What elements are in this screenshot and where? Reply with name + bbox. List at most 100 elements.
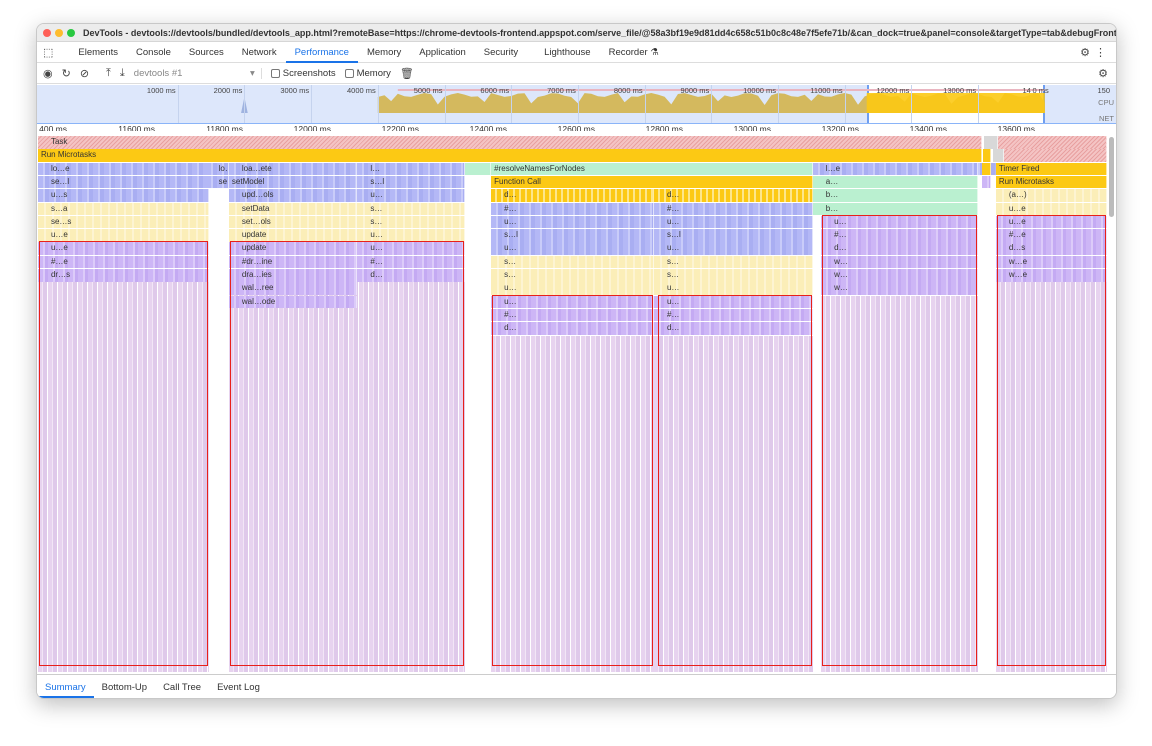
flame-event[interactable]: d… — [653, 322, 813, 335]
flame-event[interactable]: u… — [357, 242, 466, 255]
flame-event[interactable]: d… — [653, 189, 813, 202]
flame-event[interactable]: wal…ode — [228, 295, 358, 309]
flame-event[interactable]: loa…ete — [228, 162, 358, 176]
flame-event[interactable]: d… — [491, 322, 654, 335]
flame-event[interactable]: u…e — [37, 242, 210, 255]
flame-event[interactable]: u…e — [995, 202, 1108, 215]
memory-checkbox[interactable]: Memory — [344, 68, 391, 79]
flame-event[interactable]: s…l — [357, 175, 466, 189]
deep-call-stack[interactable] — [491, 335, 654, 672]
flame-event[interactable]: u… — [653, 242, 813, 255]
flame-event[interactable]: w… — [821, 269, 978, 282]
flame-event[interactable]: s… — [491, 269, 654, 282]
flame-event[interactable]: #… — [821, 229, 978, 242]
maximize-window-button[interactable] — [67, 28, 75, 37]
flame-event[interactable]: Task — [37, 136, 983, 149]
flame-event[interactable] — [465, 162, 492, 176]
flame-event[interactable]: set…ols — [228, 215, 358, 229]
flame-event[interactable]: update — [228, 229, 358, 242]
flame-event[interactable]: #… — [653, 308, 813, 322]
flame-event[interactable]: dra…ies — [228, 269, 358, 282]
flame-event[interactable]: Run Microtasks — [995, 175, 1108, 189]
flame-event[interactable]: s… — [491, 255, 654, 269]
tab-sources[interactable]: Sources — [188, 46, 224, 58]
trash-icon[interactable]: 🗑 — [399, 67, 414, 80]
flame-event[interactable]: a… — [812, 175, 978, 189]
flame-event[interactable]: d… — [357, 269, 466, 282]
deep-call-stack[interactable] — [653, 335, 813, 672]
flame-event[interactable]: d…s — [995, 242, 1108, 255]
flame-event[interactable]: u… — [357, 229, 466, 242]
tab-summary[interactable]: Summary — [37, 678, 94, 698]
timeline-overview[interactable]: CPU NET 1000 ms 2000 ms 3000 ms 4000 ms 5000… — [37, 85, 1116, 123]
record-icon[interactable]: ◉ — [43, 67, 53, 80]
flame-event[interactable]: u…e — [37, 229, 210, 242]
flame-event[interactable]: b… — [812, 189, 978, 202]
flame-scrollbar[interactable] — [1109, 137, 1114, 217]
flame-event[interactable]: s…l — [653, 229, 813, 242]
flame-event[interactable]: #… — [491, 202, 654, 215]
flame-event[interactable]: u… — [357, 189, 466, 202]
flame-event[interactable]: setModel — [228, 175, 358, 189]
flame-event[interactable]: u… — [821, 215, 978, 229]
deep-call-stack[interactable] — [821, 295, 978, 672]
flame-event[interactable]: s… — [357, 215, 466, 229]
flame-event[interactable]: l… — [357, 162, 466, 176]
deep-call-stack[interactable] — [37, 282, 210, 672]
flame-event[interactable]: Function Call — [491, 175, 813, 189]
flame-event[interactable]: u… — [491, 215, 654, 229]
flame-event[interactable]: upd…ols — [228, 189, 358, 202]
tab-console[interactable]: Console — [136, 46, 171, 58]
flame-event[interactable]: #… — [357, 255, 466, 269]
reload-record-icon[interactable]: ↻ — [61, 67, 71, 80]
flame-event[interactable]: u…e — [995, 215, 1108, 229]
flame-event[interactable]: se…s — [37, 215, 210, 229]
screenshots-checkbox[interactable]: Screenshots — [270, 68, 336, 79]
flame-event[interactable]: s… — [357, 202, 466, 215]
upload-icon[interactable]: ⤒ — [106, 66, 111, 79]
flame-event[interactable]: u… — [653, 282, 813, 295]
flame-event[interactable]: Task — [993, 149, 1005, 162]
capture-settings-gear-icon[interactable]: ⚙ — [1098, 67, 1108, 80]
flame-event[interactable]: se…l — [205, 175, 229, 189]
flame-event[interactable]: u…s — [37, 189, 210, 202]
tab-network[interactable]: Network — [241, 46, 277, 58]
tab-event-log[interactable]: Event Log — [217, 681, 260, 693]
flame-event[interactable]: s… — [653, 269, 813, 282]
flame-event[interactable]: wal…ree — [228, 282, 358, 295]
tab-recorder[interactable]: Recorder ⚗ — [600, 42, 668, 63]
flame-event[interactable] — [997, 136, 1108, 149]
flame-event[interactable]: d… — [491, 189, 654, 202]
flame-event[interactable]: lo…e — [205, 162, 229, 176]
target-select[interactable]: devtools #1 ▾ — [134, 67, 262, 79]
flame-event[interactable]: d… — [821, 242, 978, 255]
flame-event[interactable] — [982, 175, 991, 189]
flame-event[interactable] — [1004, 149, 1108, 162]
tab-call-tree[interactable]: Call Tree — [163, 681, 202, 693]
flame-event[interactable]: s…l — [491, 229, 654, 242]
flame-event[interactable] — [983, 149, 991, 162]
more-menu-icon[interactable]: ⋮ — [1095, 46, 1106, 59]
flame-event[interactable]: (a…) — [995, 189, 1108, 202]
flame-event[interactable]: u… — [491, 242, 654, 255]
flame-event[interactable]: s… — [653, 255, 813, 269]
flame-event[interactable]: setData — [228, 202, 358, 215]
tab-application[interactable]: Application — [419, 46, 466, 58]
flame-event[interactable]: Timer Fired — [995, 162, 1108, 176]
flame-event[interactable]: Run Microtasks — [37, 149, 983, 162]
tab-bottom-up[interactable]: Bottom-Up — [101, 681, 148, 693]
flame-event[interactable]: u… — [491, 295, 654, 309]
deep-call-stack[interactable] — [228, 282, 466, 672]
minimize-window-button[interactable] — [55, 28, 63, 37]
tab-security[interactable]: Security — [483, 46, 519, 58]
flame-event[interactable]: u… — [491, 282, 654, 295]
flame-event[interactable]: #dr…ine — [228, 255, 358, 269]
tab-memory[interactable]: Memory — [366, 46, 402, 58]
tab-performance[interactable]: Performance — [285, 42, 358, 63]
flame-event[interactable]: w…e — [995, 255, 1108, 269]
close-window-button[interactable] — [43, 28, 51, 37]
inspect-element-icon[interactable]: ⬚ — [43, 46, 54, 59]
tab-elements[interactable]: Elements — [78, 46, 119, 58]
flame-event[interactable]: #…e — [995, 229, 1108, 242]
flame-event[interactable] — [982, 162, 991, 176]
